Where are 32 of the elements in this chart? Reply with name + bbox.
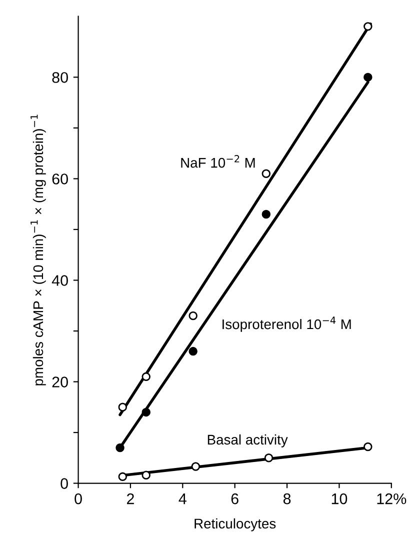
y-tick-label: 80: [52, 72, 68, 83]
point: [191, 462, 200, 471]
x-tick-label: 4: [178, 494, 186, 504]
y-tick-label: 40: [52, 275, 68, 286]
point: [188, 346, 198, 356]
point: [364, 22, 372, 31]
x-tick-label: 0: [74, 493, 82, 504]
point: [142, 470, 150, 480]
y-axis-title: pmoles cAMP × (10 min)$^{−1}$ × (mg protein)$^{−1}$: [30, 114, 46, 386]
x-tick-label: 2: [126, 493, 134, 504]
point: [118, 472, 128, 482]
point: [262, 169, 271, 178]
x-tick-label: 6: [231, 493, 238, 504]
point: [142, 408, 150, 417]
point: [142, 372, 150, 382]
point: [188, 311, 198, 320]
point: [364, 442, 372, 452]
point: [264, 454, 274, 462]
series-label: Basal activity: [208, 434, 288, 448]
point: [364, 72, 372, 82]
y-tick-label: 60: [52, 174, 68, 184]
series-label: Isoproterenol 10$^{−4}$ M: [222, 316, 351, 332]
point: [262, 210, 271, 219]
y-tick-label: 20: [52, 376, 68, 388]
x-tick-label: 8: [283, 493, 291, 504]
x-tick-label: 12%: [377, 493, 406, 504]
point: [116, 443, 124, 452]
series-label: NaF 10$^{−2}$ M: [181, 155, 255, 168]
x-axis-title: Reticulocytes: [194, 518, 276, 532]
y-tick-label: 0: [60, 478, 68, 489]
x-tick-label: 10: [332, 493, 348, 504]
point: [118, 402, 128, 412]
